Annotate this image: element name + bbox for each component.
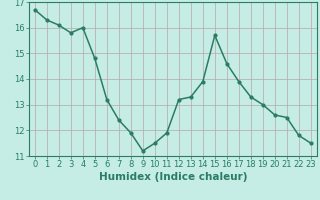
X-axis label: Humidex (Indice chaleur): Humidex (Indice chaleur) [99,172,247,182]
